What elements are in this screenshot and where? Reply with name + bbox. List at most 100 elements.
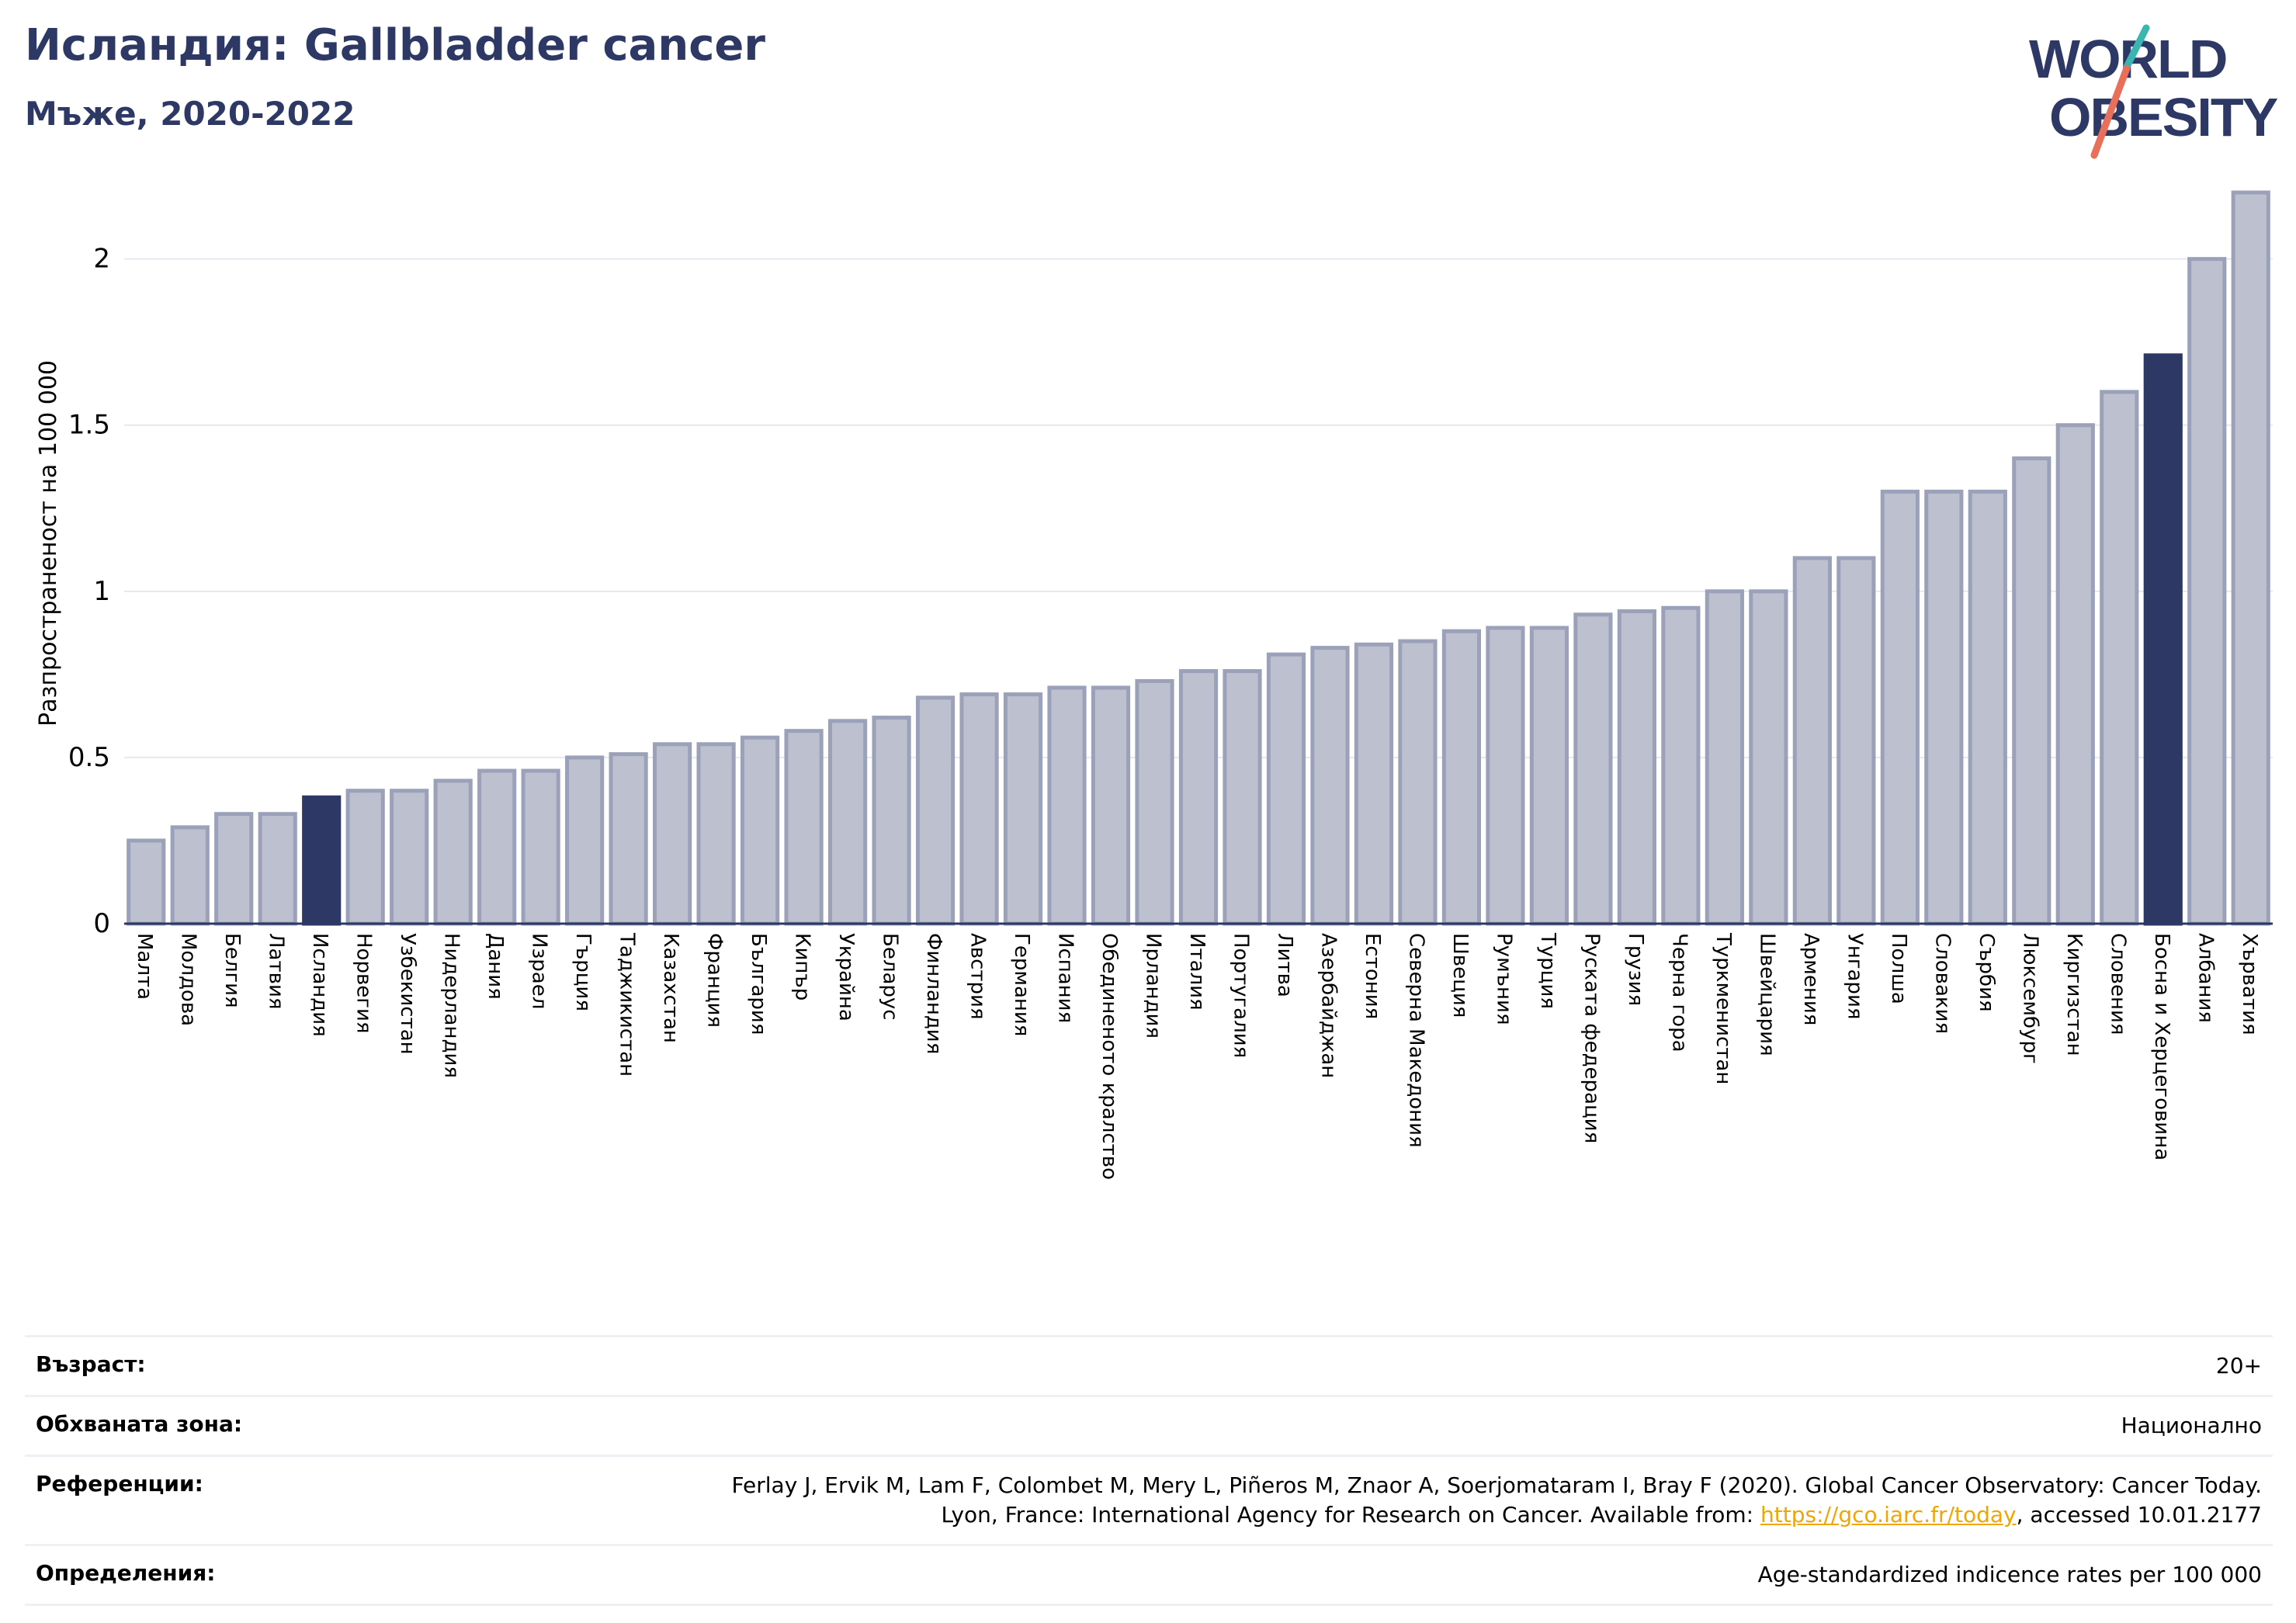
x-tick-label: Румъния <box>1492 933 1515 1025</box>
x-tick-label: Сърбия <box>1975 933 1998 1012</box>
bar[interactable] <box>302 795 342 926</box>
bar[interactable] <box>1003 692 1043 926</box>
info-table: Възраст: 20+ Обхваната зона: Национално … <box>25 1335 2273 1606</box>
info-row-references: Референции: Ferlay J, Ervik M, Lam F, Co… <box>25 1455 2273 1544</box>
x-tick-label: Литва <box>1273 933 1296 997</box>
x-tick-label: Словения <box>2106 933 2129 1035</box>
bar[interactable] <box>1661 605 1701 926</box>
bar[interactable] <box>1135 678 1174 926</box>
bar[interactable] <box>127 838 166 926</box>
area-value: Национално <box>2121 1413 2262 1438</box>
bar[interactable] <box>609 752 648 926</box>
x-tick-label: Швейцария <box>1755 933 1778 1056</box>
age-label: Възраст: <box>36 1351 146 1377</box>
bar[interactable] <box>1617 609 1656 926</box>
x-tick-label: Украйна <box>834 933 858 1021</box>
bar[interactable] <box>2012 456 2051 926</box>
x-tick-label: Кипър <box>791 933 814 1001</box>
bar[interactable] <box>872 716 911 926</box>
definitions-label: Определения: <box>36 1560 216 1586</box>
x-tick-label: Босна и Херцеговина <box>2150 933 2173 1160</box>
y-tick-label: 1.5 <box>68 410 110 441</box>
x-tick-label: Германия <box>1010 933 1033 1036</box>
bar[interactable] <box>565 755 605 926</box>
page-subtitle: Мъже, 2020-2022 <box>25 95 355 133</box>
x-tick-label: Португалия <box>1229 933 1252 1058</box>
bar[interactable] <box>170 825 210 926</box>
y-tick-label: 1 <box>93 576 110 607</box>
bar[interactable] <box>1486 626 1525 926</box>
x-tick-label: България <box>747 933 770 1035</box>
bar[interactable] <box>1792 556 1832 926</box>
bar[interactable] <box>521 768 560 926</box>
bar[interactable] <box>784 729 824 926</box>
x-tick-label: Словакия <box>1930 933 1954 1034</box>
bar[interactable] <box>2143 353 2183 926</box>
info-row-area: Обхваната зона: Национално <box>25 1395 2273 1455</box>
bar[interactable] <box>653 742 692 926</box>
x-tick-label: Киргизстан <box>2062 933 2086 1056</box>
x-tick-label: Дания <box>484 933 507 1000</box>
y-tick-label: 0 <box>93 908 110 939</box>
bar[interactable] <box>433 779 473 926</box>
x-tick-label: Гърция <box>571 933 595 1011</box>
bar[interactable] <box>1398 639 1438 926</box>
bar[interactable] <box>2187 257 2227 926</box>
bar[interactable] <box>1968 489 2007 926</box>
bar[interactable] <box>827 719 868 926</box>
x-tick-label: Люксембург <box>2018 933 2041 1064</box>
bar[interactable] <box>390 789 429 926</box>
x-tick-label: Турция <box>1536 932 1559 1009</box>
bar[interactable] <box>214 812 254 926</box>
bar[interactable] <box>2100 390 2139 926</box>
x-tick-label: Туркменистан <box>1712 932 1735 1084</box>
bar[interactable] <box>2231 190 2270 926</box>
bar[interactable] <box>1749 589 1788 926</box>
x-tick-label: Естония <box>1361 933 1384 1019</box>
bar[interactable] <box>1924 489 1964 926</box>
bar[interactable] <box>1529 626 1569 926</box>
age-value: 20+ <box>2215 1353 2262 1379</box>
references-line2-suffix: , accessed 10.01.2177 <box>2016 1502 2262 1528</box>
bar[interactable] <box>696 742 736 926</box>
x-tick-label: Хърватия <box>2238 933 2261 1035</box>
bar[interactable] <box>345 789 385 926</box>
x-tick-label: Израел <box>528 933 551 1009</box>
x-tick-label: Руската федерация <box>1580 933 1603 1143</box>
bar[interactable] <box>1441 629 1482 926</box>
bar[interactable] <box>1880 489 1920 926</box>
logo-slash-red <box>2090 64 2131 159</box>
bar[interactable] <box>2055 423 2095 926</box>
bar[interactable] <box>1178 669 1219 926</box>
x-tick-label: Молдова <box>177 933 200 1026</box>
references-value: Ferlay J, Ervik M, Lam F, Colombet M, Me… <box>25 1457 2273 1544</box>
references-line2-prefix: Lyon, France: International Agency for R… <box>941 1502 1760 1528</box>
bar[interactable] <box>959 692 999 926</box>
bar[interactable] <box>1047 685 1087 926</box>
bar[interactable] <box>1310 646 1350 926</box>
bar[interactable] <box>1354 642 1394 926</box>
x-tick-label: Италия <box>1185 933 1209 1011</box>
x-tick-label: Таджикистан <box>616 932 639 1077</box>
bar[interactable] <box>1091 685 1131 926</box>
area-label: Обхваната зона: <box>36 1411 243 1437</box>
y-axis-label: Разпространеност на 100 000 <box>35 360 62 727</box>
bar[interactable] <box>258 812 297 926</box>
bar[interactable] <box>1223 669 1262 926</box>
x-tick-label: Австрия <box>966 933 990 1020</box>
bar[interactable] <box>740 735 780 926</box>
y-tick-label: 0.5 <box>68 742 110 773</box>
bar[interactable] <box>477 768 517 926</box>
bar[interactable] <box>1266 652 1306 926</box>
axes: 0 0.5 1 1.5 2 Малта Молдова Белгия Латвия Исланди… <box>68 244 2273 1180</box>
bar[interactable] <box>1836 556 1876 926</box>
bar[interactable] <box>1573 612 1613 926</box>
x-tick-label: Швеция <box>1448 933 1472 1018</box>
bar[interactable] <box>915 695 956 926</box>
x-tick-label: Грузия <box>1624 933 1647 1006</box>
references-link[interactable]: https://gco.iarc.fr/today <box>1760 1502 2017 1528</box>
info-row-definitions: Определения: Age-standardized indicence … <box>25 1544 2273 1606</box>
bar[interactable] <box>1705 589 1744 926</box>
x-tick-label: Исландия <box>308 933 331 1037</box>
logo-slash-teal <box>2123 24 2150 71</box>
